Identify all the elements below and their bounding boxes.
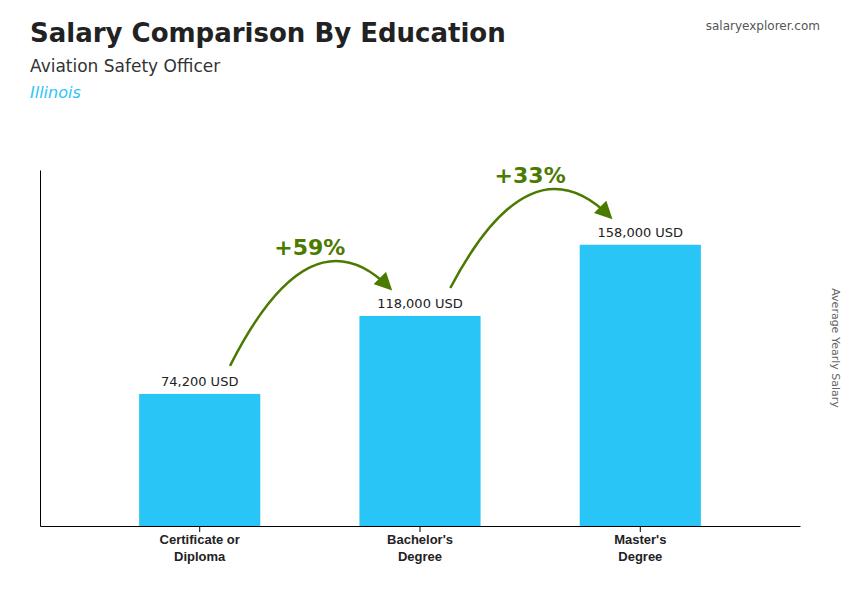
location: Illinois — [30, 83, 81, 102]
watermark: salaryexplorer.com — [706, 19, 820, 33]
arrows: +59% +33% — [230, 163, 610, 366]
data-label: 118,000 USD — [377, 296, 463, 311]
tick-mark — [199, 526, 200, 532]
subtitle: Aviation Safety Officer — [30, 56, 220, 76]
tick-label: Certificate orDiploma — [160, 532, 240, 564]
tick-mark — [420, 526, 421, 532]
pct-label: +33% — [495, 163, 566, 188]
title: Salary Comparison By Education — [30, 18, 506, 48]
bars — [139, 245, 701, 526]
x-axis: Certificate orDiploma Bachelor'sDegree Mas… — [41, 526, 801, 564]
x-tick: Bachelor'sDegree — [387, 526, 453, 564]
bar — [359, 316, 480, 526]
bar — [580, 245, 701, 526]
y-label: Average Yearly Salary — [829, 288, 842, 408]
tick-label: Bachelor'sDegree — [387, 532, 453, 564]
chart: Salary Comparison By Education Aviation S… — [0, 0, 850, 606]
axis-line — [40, 171, 41, 527]
plot: Certificate orDiploma Bachelor'sDegree Mas… — [41, 163, 801, 565]
tick-mark — [640, 526, 641, 532]
bar — [139, 394, 260, 526]
y-axis — [40, 171, 41, 527]
data-label: 158,000 USD — [597, 225, 683, 240]
arrow — [450, 189, 610, 288]
data-labels: 74,200 USD 118,000 USD 158,000 USD — [161, 225, 683, 389]
x-tick: Master'sDegree — [614, 526, 666, 564]
tick-label: Master'sDegree — [614, 532, 666, 564]
data-label: 74,200 USD — [161, 374, 238, 389]
arrow — [230, 261, 390, 366]
x-tick: Certificate orDiploma — [160, 526, 240, 564]
pct-label: +59% — [274, 235, 345, 260]
